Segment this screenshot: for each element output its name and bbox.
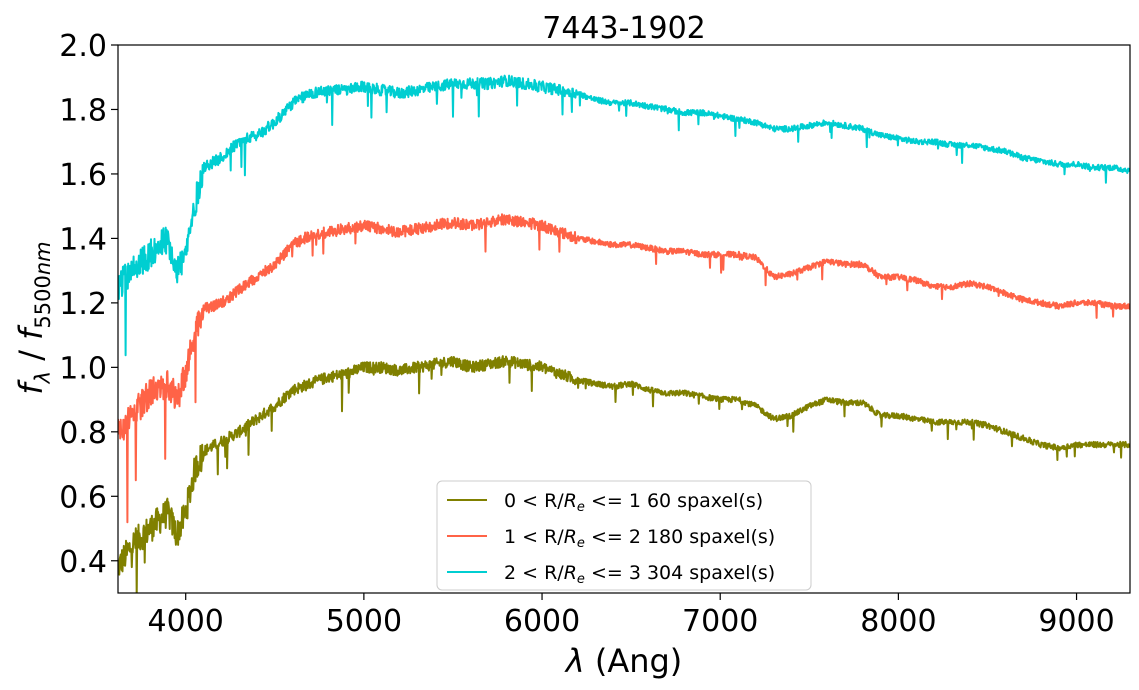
- series-layer: [118, 74, 1130, 593]
- legend-box: [436, 480, 812, 591]
- y-axis-label: fλ / f5500nm: [12, 241, 55, 394]
- legend-label-2: 2 < R/Re <= 3 304 spaxel(s): [504, 562, 775, 587]
- y-tick-label: 0.6: [59, 480, 107, 515]
- x-axis: 4000 5000 6000 7000 8000 9000: [148, 593, 1115, 639]
- y-tick-label: 1.8: [59, 93, 107, 128]
- x-axis-label: λ (Ang): [564, 642, 683, 680]
- plot-frame: [117, 44, 1131, 594]
- x-tick-label: 5000: [326, 604, 402, 639]
- y-tick-label: 1.4: [59, 222, 107, 257]
- x-tick-label: 6000: [504, 604, 580, 639]
- series-line-1: [118, 213, 1130, 524]
- y-axis: 0.4 0.6 0.8 1.0 1.2 1.4 1.6 1.8 2.0: [59, 29, 118, 580]
- y-tick-label: 2.0: [59, 29, 107, 64]
- x-tick-label: 9000: [1038, 604, 1114, 639]
- legend-label-1: 1 < R/Re <= 2 180 spaxel(s): [504, 526, 775, 551]
- series-line-2: [118, 74, 1130, 357]
- y-tick-label: 0.4: [59, 545, 107, 580]
- y-tick-label: 0.8: [59, 416, 107, 451]
- series-line-0: [118, 355, 1130, 593]
- y-tick-label: 1.6: [59, 158, 107, 193]
- legend: 0 < R/Re <= 1 60 spaxel(s) 1 < R/Re <= 2 …: [436, 480, 812, 591]
- chart-title: 7443-1902: [542, 11, 706, 46]
- svg-text:fλ / f5500nm: fλ / f5500nm: [12, 241, 55, 394]
- x-tick-label: 7000: [682, 604, 758, 639]
- y-tick-label: 1.2: [59, 287, 107, 322]
- y-tick-label: 1.0: [59, 351, 107, 386]
- x-tick-label: 8000: [860, 604, 936, 639]
- legend-label-0: 0 < R/Re <= 1 60 spaxel(s): [504, 490, 763, 515]
- x-tick-label: 4000: [148, 604, 224, 639]
